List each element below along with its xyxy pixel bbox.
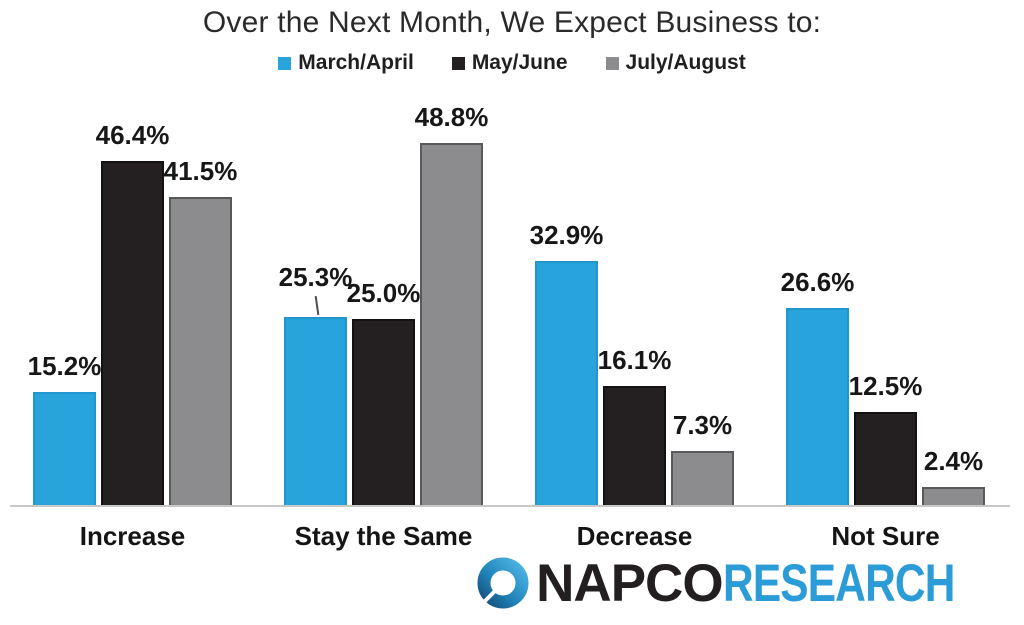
bar-may-june-stay-the-same: 25.0%	[347, 278, 420, 505]
legend-label: May/June	[471, 51, 568, 74]
bar-may-june-increase: 46.4%	[96, 120, 169, 505]
chart-title: Over the Next Month, We Expect Business …	[202, 6, 822, 39]
x-axis-line	[10, 505, 1010, 507]
group-increase: 15.2% 46.4% 41.5% Increase	[28, 93, 238, 551]
value-label: 12.5%	[848, 371, 923, 401]
bar-march-april-increase: 15.2%	[28, 351, 101, 505]
group-stay-the-same: 25.3% 25.0% 48.8% Stay the Same	[279, 93, 489, 551]
value-label: 26.6%	[780, 267, 855, 297]
bar-july-august-increase: 41.5%	[164, 156, 237, 505]
value-label: 25.3%	[278, 262, 353, 292]
value-label: 32.9%	[529, 220, 604, 250]
value-label: 7.3%	[672, 410, 733, 440]
value-label: 41.5%	[163, 156, 238, 186]
value-label: 16.1%	[597, 345, 672, 375]
category-label-increase: Increase	[79, 521, 186, 551]
value-label: 48.8%	[414, 102, 489, 132]
napco-research-logo: NAPCO RESEARCH	[476, 556, 1012, 610]
category-label-stay-the-same: Stay the Same	[294, 521, 473, 551]
legend-swatch-icon	[451, 56, 465, 70]
bar-march-april-stay-the-same: 25.3%	[279, 262, 352, 505]
value-label: 46.4%	[95, 120, 170, 150]
chart-legend: March/April May/June July/August	[0, 51, 1024, 75]
bar-march-april-decrease: 32.9%	[530, 220, 603, 505]
value-label: 15.2%	[27, 351, 102, 381]
bar-may-june-decrease: 16.1%	[598, 345, 671, 505]
bar-may-june-not-sure: 12.5%	[849, 371, 922, 505]
value-label: 25.0%	[346, 278, 421, 308]
value-label: 2.4%	[923, 446, 984, 476]
legend-swatch-icon	[605, 56, 619, 70]
bar-groups: 15.2% 46.4% 41.5% Increase 25.3% 25.0%	[0, 93, 1024, 551]
legend-label: March/April	[298, 51, 414, 74]
callout-leader-line	[314, 295, 319, 316]
legend-swatch-icon	[278, 56, 292, 70]
legend-item-may-june: May/June	[451, 51, 568, 75]
bar-july-august-decrease: 7.3%	[671, 410, 734, 505]
bar-july-august-not-sure: 2.4%	[922, 446, 985, 505]
group-decrease: 32.9% 16.1% 7.3% Decrease	[530, 93, 734, 551]
napco-circle-swirl-icon	[477, 557, 529, 609]
bar-chart: 15.2% 46.4% 41.5% Increase 25.3% 25.0%	[0, 93, 1024, 573]
category-label-decrease: Decrease	[576, 521, 693, 551]
legend-item-march-april: March/April	[278, 51, 414, 75]
logo-text-napco: NAPCO	[536, 553, 723, 613]
legend-label: July/August	[625, 51, 746, 74]
group-not-sure: 26.6% 12.5% 2.4% Not Sure	[781, 93, 985, 551]
bar-july-august-stay-the-same: 48.8%	[415, 102, 488, 505]
legend-item-july-august: July/August	[605, 51, 746, 75]
bar-march-april-not-sure: 26.6%	[781, 267, 854, 505]
category-label-not-sure: Not Sure	[831, 521, 940, 551]
logo-text-research: RESEARCH	[722, 553, 955, 613]
